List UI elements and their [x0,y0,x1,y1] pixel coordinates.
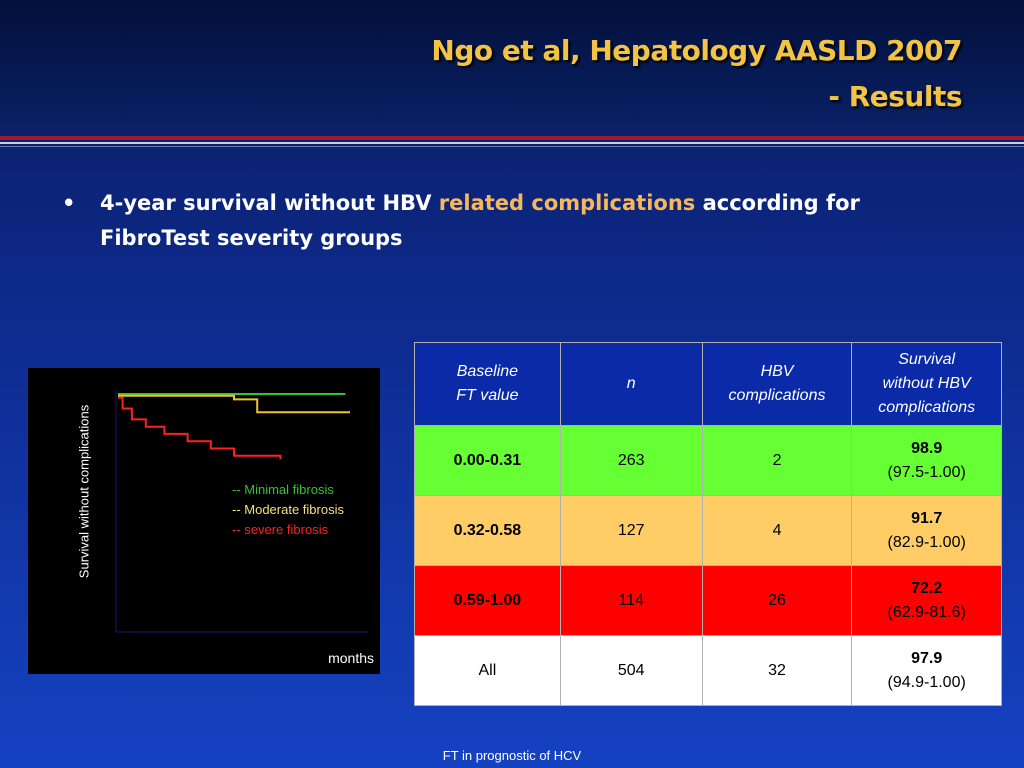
cell-n: 263 [559,425,703,496]
cell-complications: 4 [701,495,853,566]
header-survival: Survival without HBV complications [851,342,1002,426]
chart-legend: -- Minimal fibrosis -- Moderate fibrosis… [232,480,344,540]
survival-chart: Survival without complications months --… [28,368,380,674]
survival-chart-plot [115,390,368,633]
cell-complications: 32 [701,635,853,706]
cell-complications: 2 [701,425,853,496]
cell-complications: 26 [701,565,853,636]
table-row: 0.32-0.58 127 4 91.7 (82.9-1.00) [414,495,1002,566]
cell-n: 114 [559,565,703,636]
table-row: 0.00-0.31 263 2 98.9 (97.5-1.00) [414,425,1002,496]
cell-n: 127 [559,495,703,566]
chart-y-axis-label: Survival without complications [76,404,92,579]
chart-x-axis-label: months [328,650,374,666]
slide-footer: FT in prognostic of HCV [442,748,582,763]
title-line-1: Ngo et al, Hepatology AASLD 2007 [431,34,962,67]
cell-group: All [414,635,561,706]
results-table: Baseline FT value n HBV complications Surv… [414,342,1002,706]
table-row: 0.59-1.00 114 26 72.2 (62.9-81.6) [414,565,1002,636]
legend-severe-fibrosis: -- severe fibrosis [232,522,329,537]
survival-curve-2 [118,396,282,460]
header-baseline-ft: Baseline FT value [414,342,561,426]
header-n: n [559,342,703,426]
chart-axes [115,390,368,633]
table-row: All 504 32 97.9 (94.9-1.00) [414,635,1002,706]
cell-n: 504 [559,635,703,706]
header-rule-thin [0,146,1024,147]
slide-header: Ngo et al, Hepatology AASLD 2007 - Resul… [0,0,1024,136]
header-hbv-complications: HBV complications [701,342,853,426]
header-rule-red [0,136,1024,140]
table-header-row: Baseline FT value n HBV complications Surv… [414,342,1002,426]
bullet-text: 4-year survival without HBV related comp… [100,186,882,256]
legend-minimal-fibrosis: -- Minimal fibrosis [232,482,334,497]
bullet-point: • 4-year survival without HBV related co… [62,186,882,256]
survival-curve-1 [118,394,350,414]
bullet-highlight: related complications [438,191,696,215]
bullet-dot: • [62,191,76,215]
cell-group: 0.59-1.00 [414,565,561,636]
legend-moderate-fibrosis: -- Moderate fibrosis [232,502,344,517]
cell-survival: 91.7 (82.9-1.00) [851,495,1002,566]
bullet-text-part-1: 4-year survival without HBV [100,191,439,215]
cell-survival: 97.9 (94.9-1.00) [851,635,1002,706]
header-rule-light [0,142,1024,144]
cell-group: 0.00-0.31 [414,425,561,496]
cell-group: 0.32-0.58 [414,495,561,566]
cell-survival: 72.2 (62.9-81.6) [851,565,1002,636]
slide-title: Ngo et al, Hepatology AASLD 2007 - Resul… [431,28,962,120]
cell-survival: 98.9 (97.5-1.00) [851,425,1002,496]
bullet-text-part-2: according for FibroTest severity groups [100,191,860,250]
title-line-2: - Results [828,80,962,113]
